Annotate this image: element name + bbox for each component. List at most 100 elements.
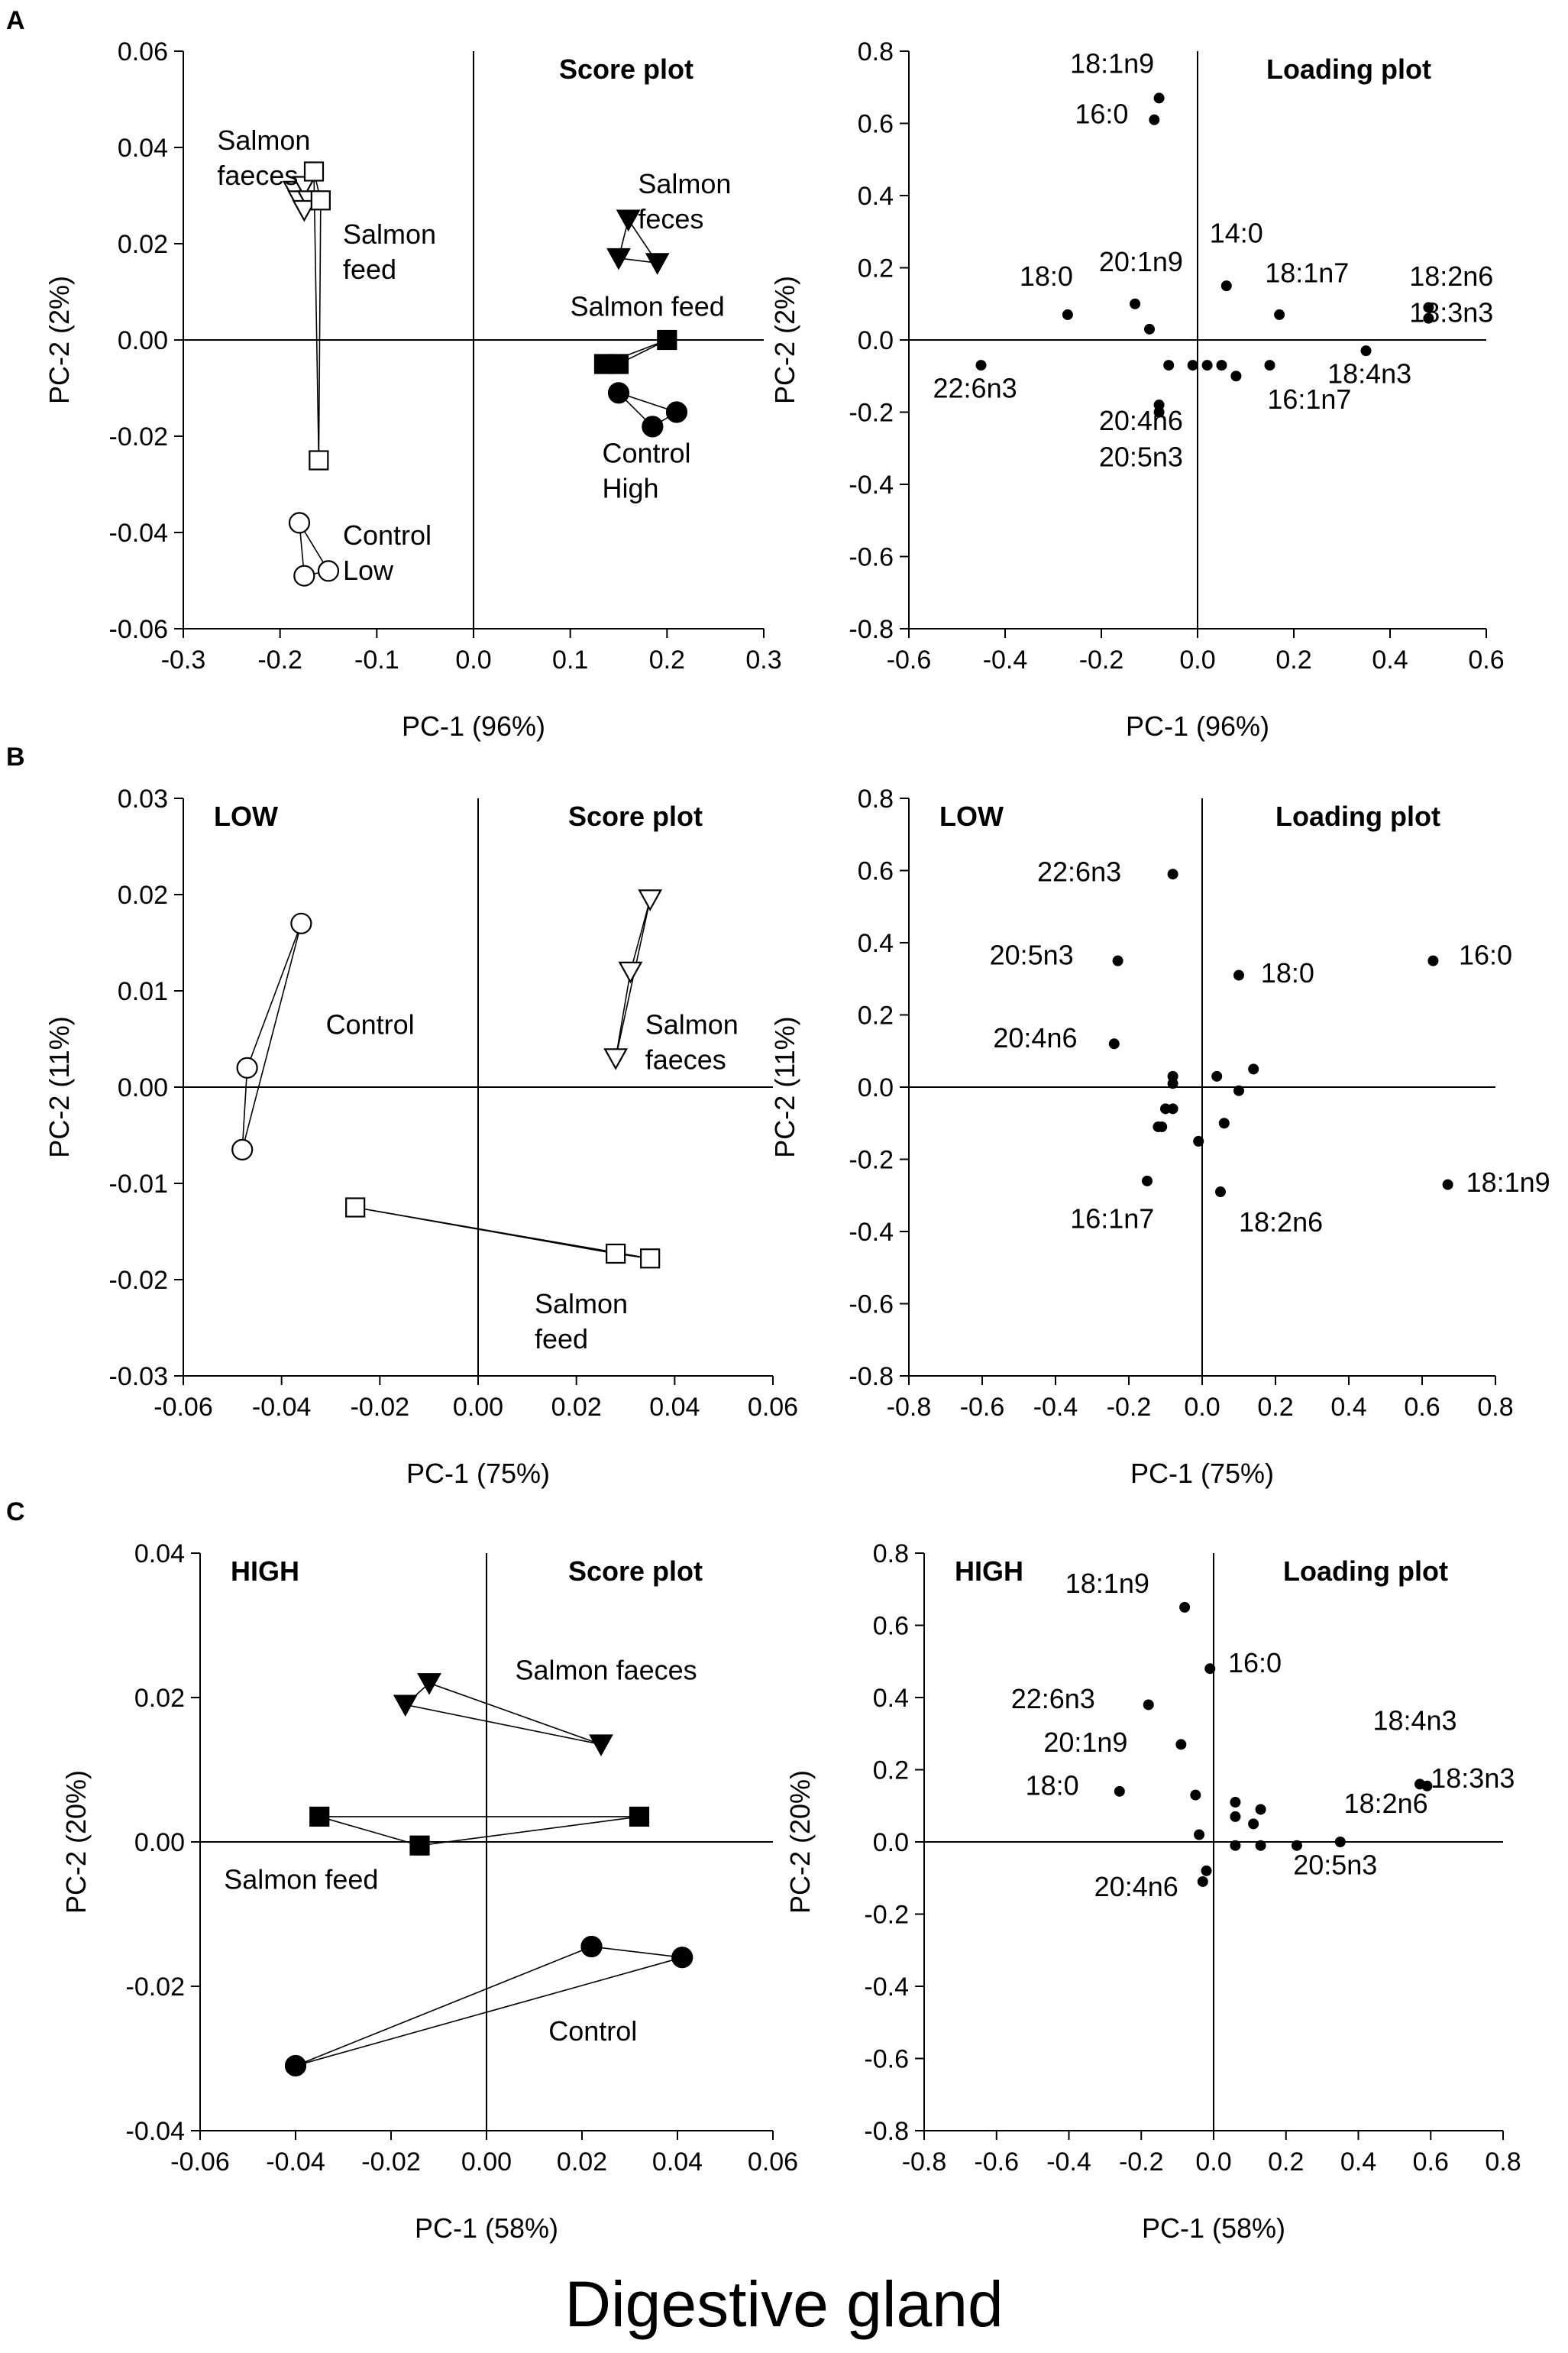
- plot-title: Loading plot: [1275, 801, 1440, 832]
- chart-B-loading: -0.8 -0.6 -0.4 -0.2 0.0 0.2 0.4 0.6 0.8-0.8-0.6-…: [769, 785, 1550, 1489]
- loading-point: [1153, 92, 1165, 104]
- x-axis-label: PC-1 (58%): [1142, 2212, 1285, 2244]
- data-point: [640, 1248, 661, 1269]
- loading-point: [1264, 360, 1275, 371]
- x-tick-label: 0.6: [1413, 2147, 1449, 2177]
- point-annotation: 18:1n9: [1065, 1568, 1149, 1599]
- series-salmon-feed-high: [593, 329, 677, 374]
- group-outline: [319, 1816, 640, 1846]
- y-tick-label: 0.0: [858, 326, 894, 355]
- series-control: [284, 1935, 693, 2077]
- data-point: [292, 199, 317, 222]
- y-tick-label: 0.4: [858, 929, 894, 958]
- y-tick-label: -0.4: [864, 1973, 909, 2002]
- x-tick-label: 0.6: [1468, 646, 1504, 675]
- point-annotation: Salmon feed: [535, 1288, 628, 1355]
- loading-point: [1130, 298, 1141, 309]
- loading-point: [1149, 114, 1160, 125]
- y-tick-label: -0.01: [109, 1170, 169, 1199]
- plot-title: Loading plot: [1283, 1555, 1448, 1587]
- x-tick-label: -0.2: [1079, 646, 1124, 675]
- y-tick-label: 0.4: [858, 182, 894, 211]
- loading-point: [1255, 1804, 1266, 1815]
- figure-title: Digestive gland: [564, 2268, 1004, 2340]
- data-point: [618, 961, 643, 984]
- loading-point: [1112, 955, 1123, 966]
- data-point: [417, 1673, 441, 1695]
- data-point: [593, 354, 615, 374]
- x-axis-label: PC-1 (96%): [402, 710, 545, 742]
- point-annotation: 18:4n3: [1372, 1705, 1456, 1736]
- data-point: [638, 889, 663, 911]
- loading-point: [1230, 1811, 1241, 1822]
- group-outline: [355, 1206, 651, 1260]
- point-annotation: 20:4n6: [1099, 405, 1183, 436]
- y-tick-label: -0.6: [849, 1290, 894, 1319]
- loading-point: [1334, 1837, 1346, 1847]
- point-annotation: 22:6n3: [1011, 1683, 1095, 1714]
- corner-label: LOW: [939, 801, 1004, 832]
- data-point: [645, 253, 670, 275]
- y-tick-label: -0.2: [864, 1901, 909, 1930]
- y-tick-label: -0.2: [849, 399, 894, 428]
- point-annotation: 14:0: [1210, 217, 1263, 248]
- series-control-high: [607, 382, 688, 438]
- y-tick-label: 0.04: [118, 134, 168, 163]
- y-tick-label: -0.8: [849, 1362, 894, 1391]
- loading-point: [1218, 1118, 1230, 1129]
- y-tick-label: -0.06: [109, 615, 169, 644]
- plot-title: Score plot: [559, 53, 693, 85]
- point-annotation: 16:0: [1075, 99, 1128, 130]
- x-tick-label: 0.0: [1195, 2147, 1231, 2177]
- series-salmon-feed: [309, 1806, 650, 1856]
- loading-point: [1108, 1038, 1120, 1050]
- y-tick-label: -0.04: [109, 519, 169, 548]
- y-tick-label: 0.04: [134, 1539, 185, 1568]
- y-tick-label: 0.0: [858, 1073, 894, 1102]
- x-tick-label: -0.8: [887, 1393, 932, 1422]
- y-tick-label: -0.4: [849, 471, 894, 500]
- loading-point: [1179, 1601, 1191, 1613]
- x-tick-label: 0.2: [649, 646, 685, 675]
- plot-title: Score plot: [568, 1555, 703, 1587]
- point-annotation: 18:0: [1020, 261, 1073, 292]
- loading-point: [1175, 1739, 1187, 1750]
- group-outline: [299, 522, 330, 577]
- series-salmon-faeces-low: [282, 176, 322, 222]
- group-outline: [313, 171, 322, 461]
- data-point: [284, 2054, 307, 2077]
- loading-point: [1114, 1785, 1125, 1797]
- y-tick-label: -0.8: [849, 615, 894, 644]
- y-tick-label: -0.02: [109, 422, 169, 452]
- loading-point: [1233, 1085, 1244, 1096]
- y-tick-label: 0.6: [873, 1612, 909, 1641]
- x-tick-label: 0.4: [1372, 646, 1408, 675]
- y-tick-label: 0.02: [118, 881, 168, 910]
- point-annotation: 16:0: [1228, 1647, 1282, 1678]
- x-tick-label: -0.4: [1033, 1393, 1078, 1422]
- x-tick-label: -0.8: [902, 2147, 947, 2177]
- data-point: [303, 161, 325, 182]
- x-axis-label: PC-1 (75%): [1130, 1458, 1274, 1489]
- point-annotation: Salmon faeces: [217, 125, 310, 191]
- series-salmon-feed-low: [303, 161, 331, 471]
- group-outline: [295, 1946, 683, 2067]
- y-tick-label: 0.03: [118, 785, 168, 814]
- point-annotation: Control High: [602, 438, 690, 504]
- plot-title: Loading plot: [1266, 53, 1431, 85]
- data-point: [309, 1806, 330, 1827]
- x-tick-label: 0.0: [1184, 1393, 1220, 1422]
- group-outline: [618, 218, 659, 264]
- data-point: [657, 329, 677, 351]
- point-annotation: 18:1n7: [1265, 257, 1349, 288]
- y-tick-label: 0.2: [858, 1002, 894, 1031]
- data-point: [603, 1048, 629, 1070]
- loading-point: [1233, 969, 1244, 981]
- y-tick-label: 0.00: [118, 326, 168, 355]
- x-tick-label: 0.02: [551, 1393, 602, 1422]
- x-tick-label: -0.6: [974, 2147, 1019, 2177]
- x-axis-label: PC-1 (58%): [415, 2212, 558, 2244]
- x-tick-label: -0.4: [1046, 2147, 1091, 2177]
- loading-point: [1144, 323, 1155, 335]
- x-tick-label: -0.06: [154, 1393, 213, 1422]
